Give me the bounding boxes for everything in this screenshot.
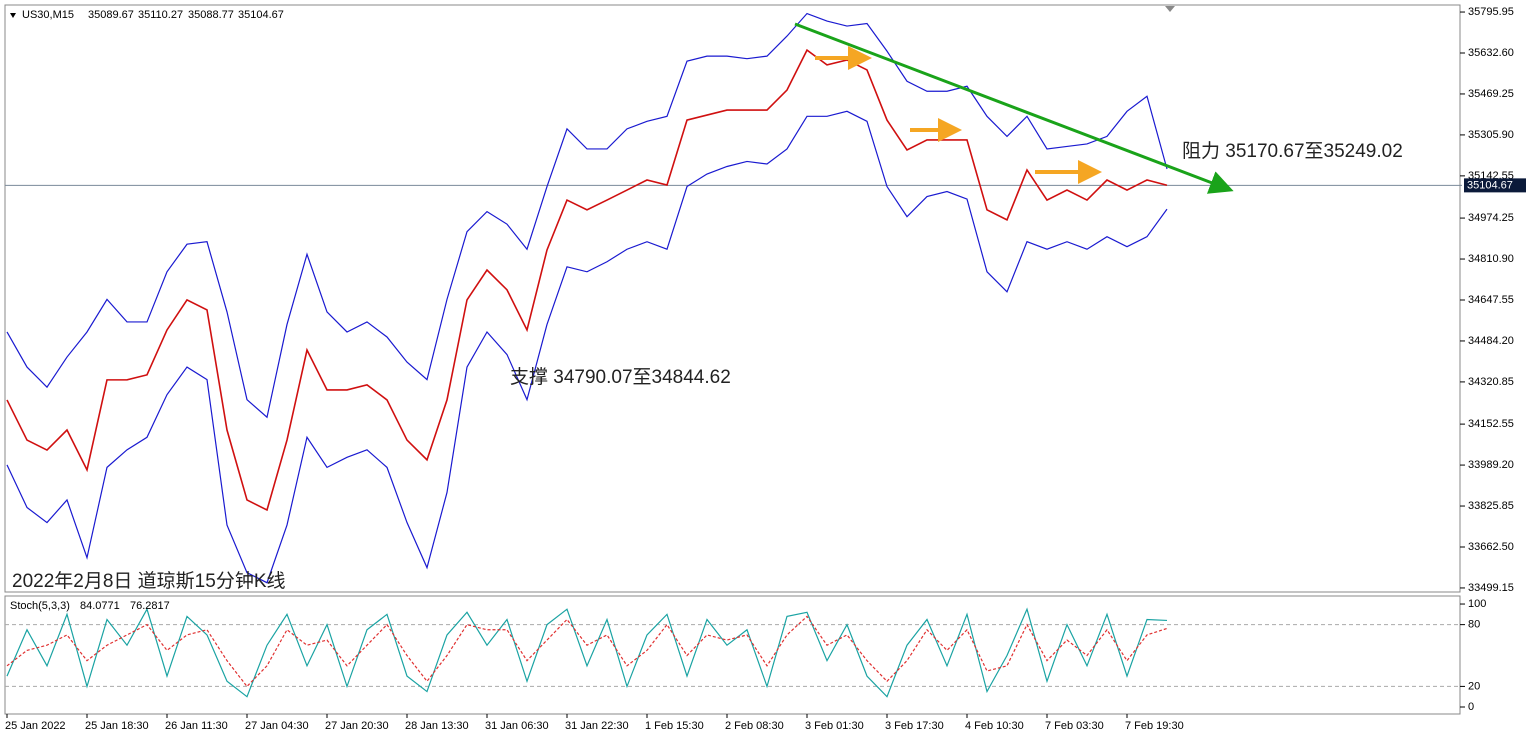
x-tick-label: 7 Feb 03:30	[1045, 720, 1104, 732]
ohlc-value: 35104.67	[238, 9, 284, 21]
price-tag	[1464, 178, 1526, 193]
x-tick-label: 25 Jan 18:30	[85, 720, 149, 732]
series-line	[6, 48, 1168, 512]
y-tick-label: 35469.25	[1468, 88, 1514, 100]
y-tick-label: 34152.55	[1468, 418, 1514, 430]
y-tick-label: 34484.20	[1468, 335, 1514, 347]
ohlc-value: 35089.67	[88, 9, 134, 21]
y-tick-label: 34320.85	[1468, 376, 1514, 388]
y-tick-label: 80	[1468, 619, 1480, 631]
menu-marker	[10, 13, 16, 18]
series-line	[6, 607, 1168, 698]
y-tick-label: 33499.15	[1468, 582, 1514, 594]
y-tick-label: 100	[1468, 598, 1486, 610]
x-tick-label: 31 Jan 22:30	[565, 720, 629, 732]
x-tick-label: 4 Feb 10:30	[965, 720, 1024, 732]
y-tick-label: 0	[1468, 701, 1474, 713]
stoch-panel	[4, 595, 1461, 715]
x-tick-label: 3 Feb 17:30	[885, 720, 944, 732]
annotation: 支撑 34790.07至34844.62	[510, 366, 731, 388]
plot-layer	[5, 12, 1462, 698]
shift-marker	[1165, 6, 1175, 12]
y-tick-label: 34974.25	[1468, 212, 1514, 224]
x-tick-label: 26 Jan 11:30	[165, 720, 228, 732]
y-tick-label: 33662.50	[1468, 541, 1514, 553]
y-tick-label: 34810.90	[1468, 253, 1514, 265]
x-tick-label: 28 Jan 13:30	[405, 720, 469, 732]
y-tick-label: 35305.90	[1468, 129, 1514, 141]
series-line	[6, 12, 1168, 419]
x-tick-label: 1 Feb 15:30	[645, 720, 704, 732]
x-tick-label: 27 Jan 20:30	[325, 720, 389, 732]
current-price-label: 35104.67	[1467, 179, 1513, 191]
stoch-reading: 84.0771	[80, 600, 120, 612]
stoch-title: Stoch(5,3,3)	[10, 600, 70, 612]
y-tick-label: 33989.20	[1468, 459, 1514, 471]
series-line	[6, 615, 1168, 688]
x-tick-label: 3 Feb 01:30	[805, 720, 864, 732]
ohlc-value: 35110.27	[138, 9, 183, 21]
x-tick-label: 25 Jan 2022	[5, 720, 66, 732]
y-tick-label: 35795.95	[1468, 6, 1514, 18]
y-tick-label: 20	[1468, 680, 1480, 692]
x-tick-label: 2 Feb 08:30	[725, 720, 784, 732]
trend-line	[794, 22, 1234, 194]
symbol: US30,M15	[22, 9, 74, 21]
annotation: 阻力 35170.67至35249.02	[1182, 140, 1403, 162]
x-tick-label: 27 Jan 04:30	[245, 720, 309, 732]
y-tick-label: 33825.85	[1468, 500, 1514, 512]
price-panel	[4, 4, 1461, 593]
stoch-reading: 76.2817	[130, 600, 170, 612]
series-line	[6, 110, 1168, 584]
ohlc-value: 35088.77	[188, 9, 234, 21]
y-tick-label: 35632.60	[1468, 47, 1514, 59]
x-tick-label: 7 Feb 19:30	[1125, 720, 1184, 732]
annotation: 2022年2月8日 道琼斯15分钟K线	[12, 570, 286, 592]
x-tick-label: 31 Jan 06:30	[485, 720, 549, 732]
y-tick-label: 34647.55	[1468, 294, 1514, 306]
